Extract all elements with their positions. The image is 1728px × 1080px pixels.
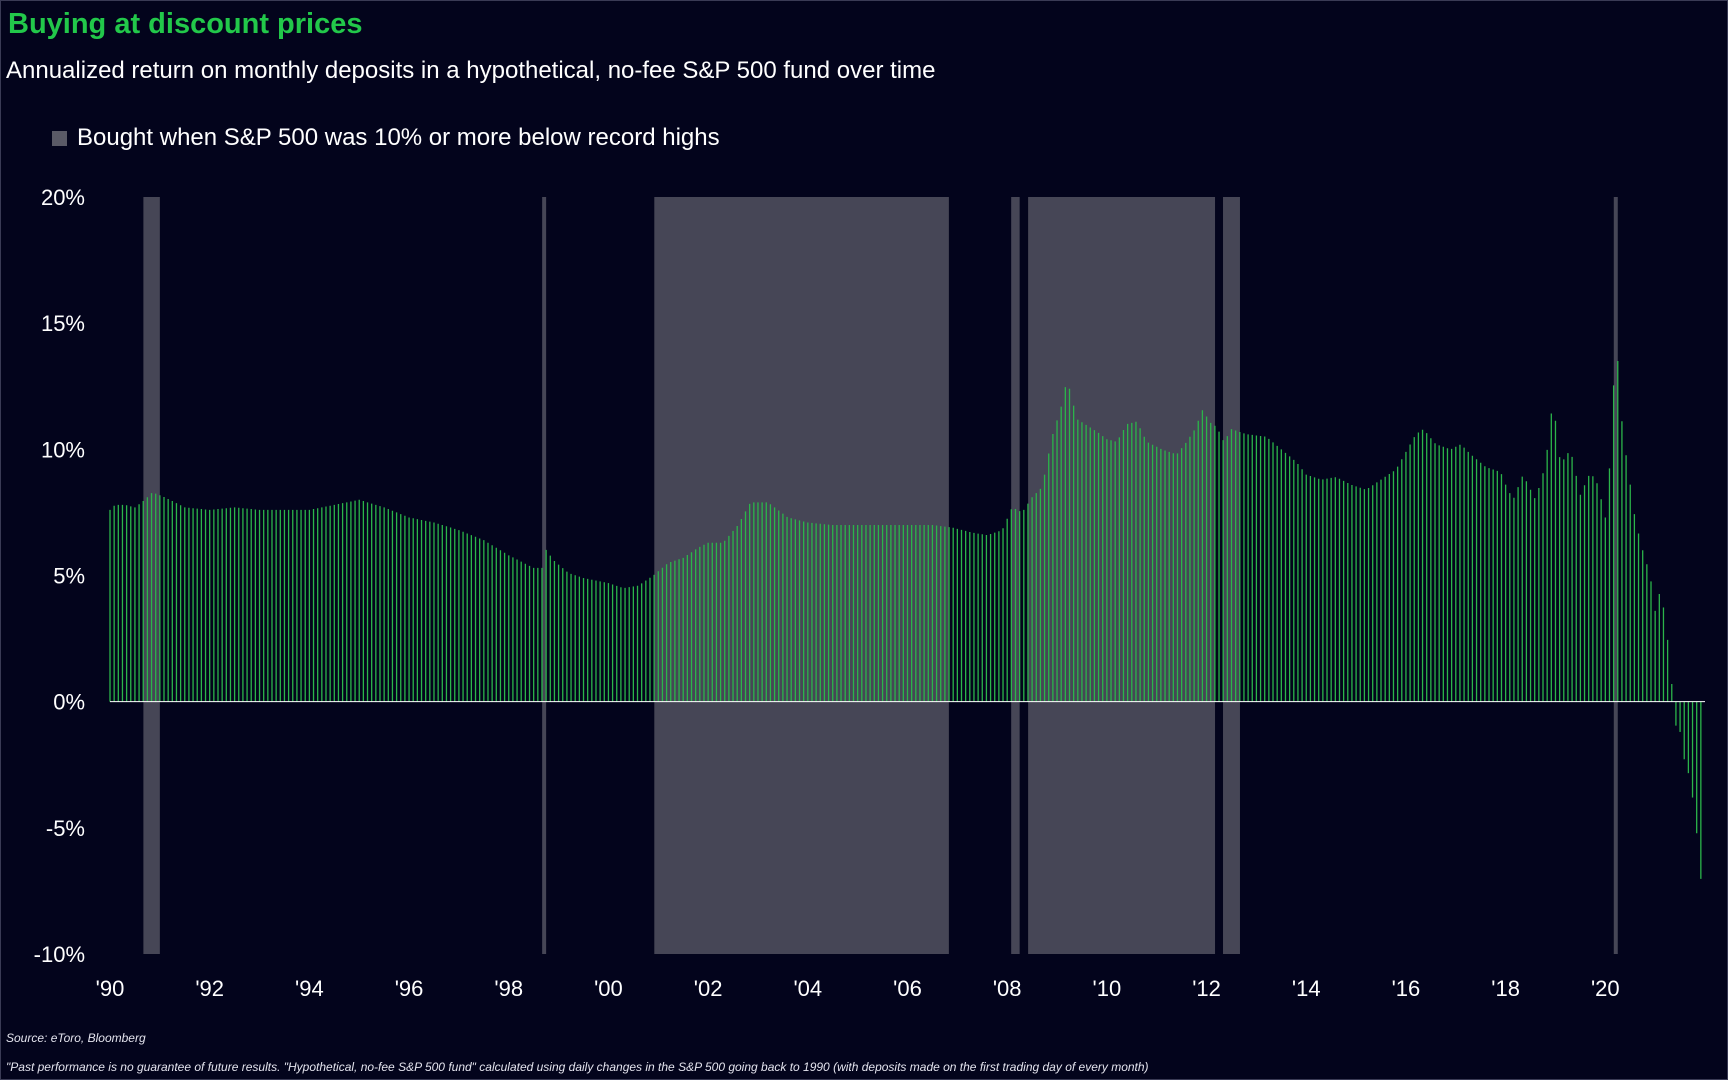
- x-tick-label: '06: [893, 976, 922, 1001]
- y-tick-label: -5%: [46, 816, 85, 841]
- x-tick-label: '16: [1392, 976, 1421, 1001]
- x-tick-label: '90: [96, 976, 125, 1001]
- x-tick-label: '12: [1192, 976, 1221, 1001]
- legend-label: Bought when S&P 500 was 10% or more belo…: [77, 124, 720, 151]
- shaded-period-1: [542, 197, 547, 954]
- x-tick-label: '92: [195, 976, 224, 1001]
- y-tick-label: 0%: [53, 690, 85, 715]
- x-tick-label: '98: [494, 976, 523, 1001]
- legend-swatch: [52, 130, 67, 146]
- x-tick-label: '04: [793, 976, 822, 1001]
- y-tick-label: 5%: [53, 564, 85, 589]
- shaded-period-2: [654, 197, 949, 954]
- shaded-period-6: [1613, 197, 1618, 954]
- y-tick-label: 20%: [41, 185, 85, 210]
- x-tick-label: '10: [1093, 976, 1122, 1001]
- x-tick-label: '18: [1491, 976, 1520, 1001]
- x-tick-label: '08: [993, 976, 1022, 1001]
- legend: Bought when S&P 500 was 10% or more belo…: [52, 124, 720, 152]
- chart-title: Buying at discount prices: [8, 8, 363, 40]
- chart-subtitle: Annualized return on monthly deposits in…: [6, 57, 936, 84]
- x-tick-label: '14: [1292, 976, 1321, 1001]
- x-tick-label: '00: [594, 976, 623, 1001]
- y-tick-label: 10%: [41, 437, 85, 462]
- chart-plot: 20% 15% 10% 5% 0% -5% -10% '90 '92 '94 '96 '98 '00 '0…: [34, 185, 1705, 1001]
- y-tick-label: -10%: [34, 942, 85, 967]
- x-tick-label: '20: [1591, 976, 1620, 1001]
- x-tick-label: '96: [395, 976, 424, 1001]
- shaded-period-4: [1028, 197, 1216, 954]
- disclaimer-note: "Past performance is no guarantee of fut…: [6, 1060, 1149, 1074]
- source-note: Source: eToro, Bloomberg: [6, 1031, 146, 1045]
- y-tick-label: 15%: [41, 311, 85, 336]
- x-tick-label: '94: [295, 976, 324, 1001]
- x-tick-label: '02: [694, 976, 723, 1001]
